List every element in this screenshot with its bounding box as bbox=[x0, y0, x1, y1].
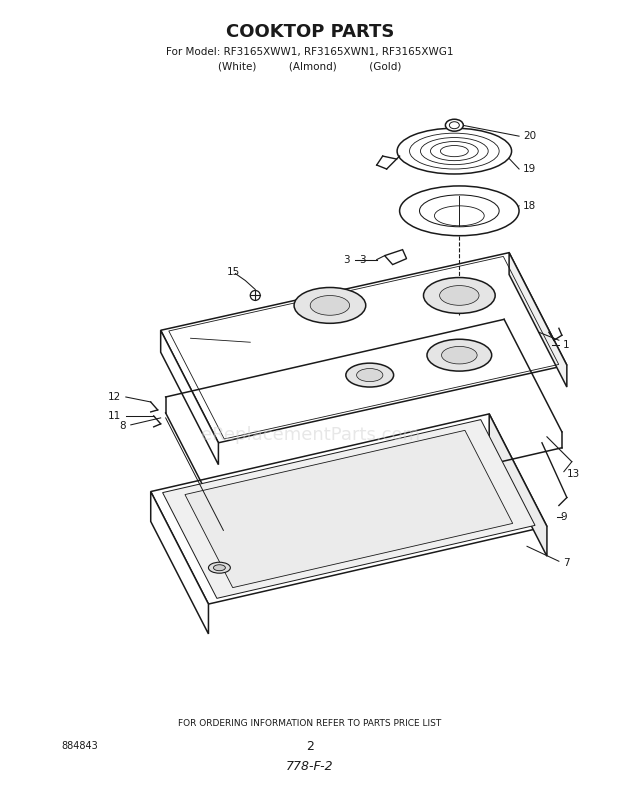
Ellipse shape bbox=[420, 195, 499, 226]
Text: 12: 12 bbox=[108, 392, 121, 402]
Text: eReplacementParts.com: eReplacementParts.com bbox=[200, 426, 420, 444]
Ellipse shape bbox=[250, 290, 260, 301]
Text: 3: 3 bbox=[359, 255, 365, 264]
Text: 18: 18 bbox=[523, 201, 536, 211]
Polygon shape bbox=[509, 252, 567, 387]
Ellipse shape bbox=[310, 296, 350, 316]
Ellipse shape bbox=[440, 286, 479, 305]
Text: 9: 9 bbox=[561, 512, 567, 522]
Polygon shape bbox=[384, 249, 407, 264]
Ellipse shape bbox=[213, 565, 226, 570]
Ellipse shape bbox=[450, 122, 459, 129]
Ellipse shape bbox=[346, 363, 394, 387]
Text: COOKTOP PARTS: COOKTOP PARTS bbox=[226, 23, 394, 40]
Ellipse shape bbox=[397, 128, 512, 174]
Polygon shape bbox=[161, 331, 218, 465]
Text: FOR ORDERING INFORMATION REFER TO PARTS PRICE LIST: FOR ORDERING INFORMATION REFER TO PARTS … bbox=[179, 719, 441, 728]
Polygon shape bbox=[151, 414, 547, 604]
Text: 8: 8 bbox=[119, 421, 126, 431]
Text: 13: 13 bbox=[567, 469, 580, 479]
Ellipse shape bbox=[294, 287, 366, 323]
Ellipse shape bbox=[423, 278, 495, 313]
Ellipse shape bbox=[441, 346, 477, 364]
Ellipse shape bbox=[400, 186, 519, 236]
Ellipse shape bbox=[208, 563, 231, 573]
Ellipse shape bbox=[445, 119, 463, 131]
Text: 20: 20 bbox=[523, 131, 536, 141]
Text: 11: 11 bbox=[108, 411, 121, 421]
Text: 1: 1 bbox=[563, 340, 570, 350]
Polygon shape bbox=[489, 414, 547, 556]
Ellipse shape bbox=[356, 368, 383, 382]
Ellipse shape bbox=[427, 339, 492, 371]
Text: (White)          (Almond)          (Gold): (White) (Almond) (Gold) bbox=[218, 62, 402, 72]
Text: 19: 19 bbox=[523, 164, 536, 174]
Text: 15: 15 bbox=[227, 267, 240, 277]
Text: 778-F-2: 778-F-2 bbox=[286, 760, 334, 773]
Text: For Model: RF3165XWW1, RF3165XWN1, RF3165XWG1: For Model: RF3165XWW1, RF3165XWN1, RF316… bbox=[166, 47, 454, 57]
Polygon shape bbox=[162, 420, 535, 598]
Text: 7: 7 bbox=[563, 559, 570, 568]
Polygon shape bbox=[161, 252, 567, 443]
Polygon shape bbox=[151, 492, 208, 634]
Polygon shape bbox=[185, 430, 513, 588]
Text: 884843: 884843 bbox=[61, 742, 98, 751]
Text: 3: 3 bbox=[343, 255, 350, 264]
Text: 2: 2 bbox=[306, 740, 314, 753]
